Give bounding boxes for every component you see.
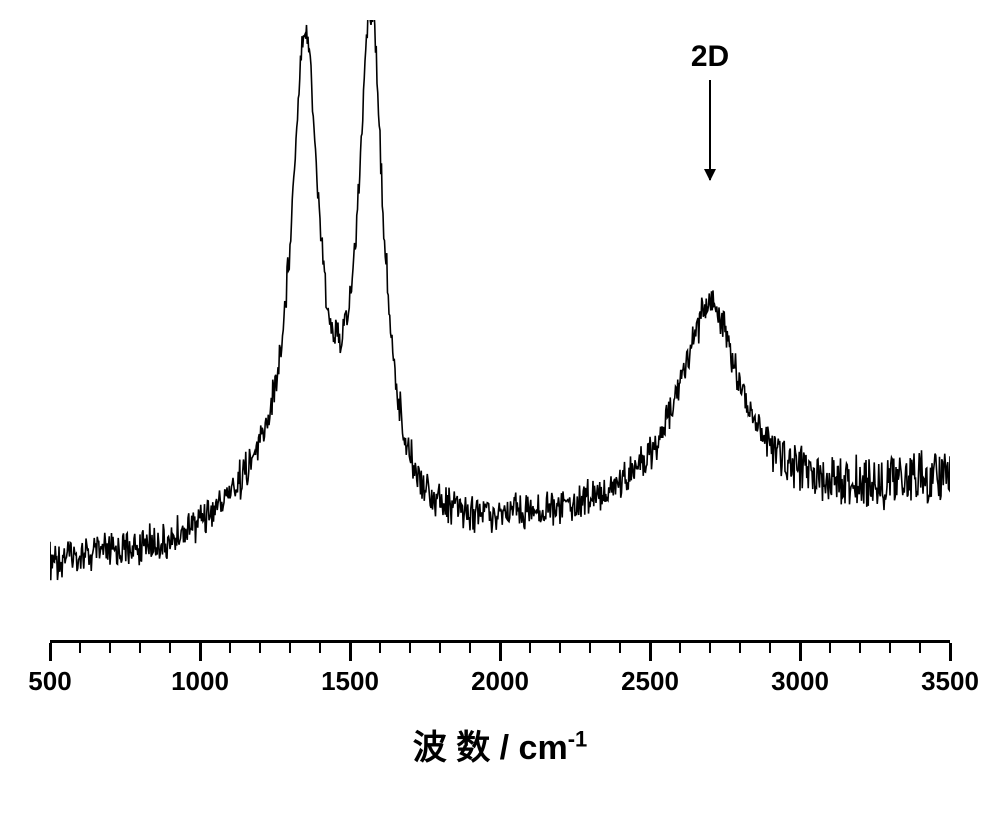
x-axis-label: 波 数 / cm-1 (50, 720, 950, 769)
x-tick-minor (169, 643, 171, 653)
x-tick-minor (379, 643, 381, 653)
spectrum-line (50, 20, 950, 620)
x-tick-minor (529, 643, 531, 653)
x-tick-minor (619, 643, 621, 653)
x-tick-minor (919, 643, 921, 653)
x-axis: 500100015002000250030003500 (50, 640, 950, 700)
peak-annotation-2d: 2D (691, 40, 729, 74)
plot-area: 2D (50, 20, 950, 620)
x-tick-minor (859, 643, 861, 653)
x-tick-minor (409, 643, 411, 653)
x-tick-minor (229, 643, 231, 653)
x-tick-label: 2500 (621, 666, 679, 697)
x-tick-minor (439, 643, 441, 653)
x-tick-label: 1500 (321, 666, 379, 697)
x-tick-minor (109, 643, 111, 653)
x-tick-major (499, 643, 502, 661)
x-tick-major (49, 643, 52, 661)
x-tick-minor (829, 643, 831, 653)
annotation-arrow-icon (709, 80, 711, 180)
x-tick-minor (889, 643, 891, 653)
x-tick-minor (289, 643, 291, 653)
x-tick-label: 1000 (171, 666, 229, 697)
x-tick-major (949, 643, 952, 661)
x-tick-minor (709, 643, 711, 653)
x-tick-major (649, 643, 652, 661)
x-tick-major (799, 643, 802, 661)
x-tick-label: 3500 (921, 666, 979, 697)
x-tick-minor (79, 643, 81, 653)
x-tick-minor (469, 643, 471, 653)
x-tick-minor (559, 643, 561, 653)
x-tick-label: 3000 (771, 666, 829, 697)
raman-spectrum-chart: 2D 500100015002000250030003500 波 数 / cm-… (50, 20, 950, 780)
x-tick-major (199, 643, 202, 661)
x-tick-minor (589, 643, 591, 653)
x-tick-major (349, 643, 352, 661)
x-tick-minor (139, 643, 141, 653)
x-tick-label: 500 (28, 666, 71, 697)
x-tick-minor (769, 643, 771, 653)
x-tick-minor (259, 643, 261, 653)
x-tick-minor (319, 643, 321, 653)
x-tick-minor (679, 643, 681, 653)
x-tick-label: 2000 (471, 666, 529, 697)
x-tick-minor (739, 643, 741, 653)
